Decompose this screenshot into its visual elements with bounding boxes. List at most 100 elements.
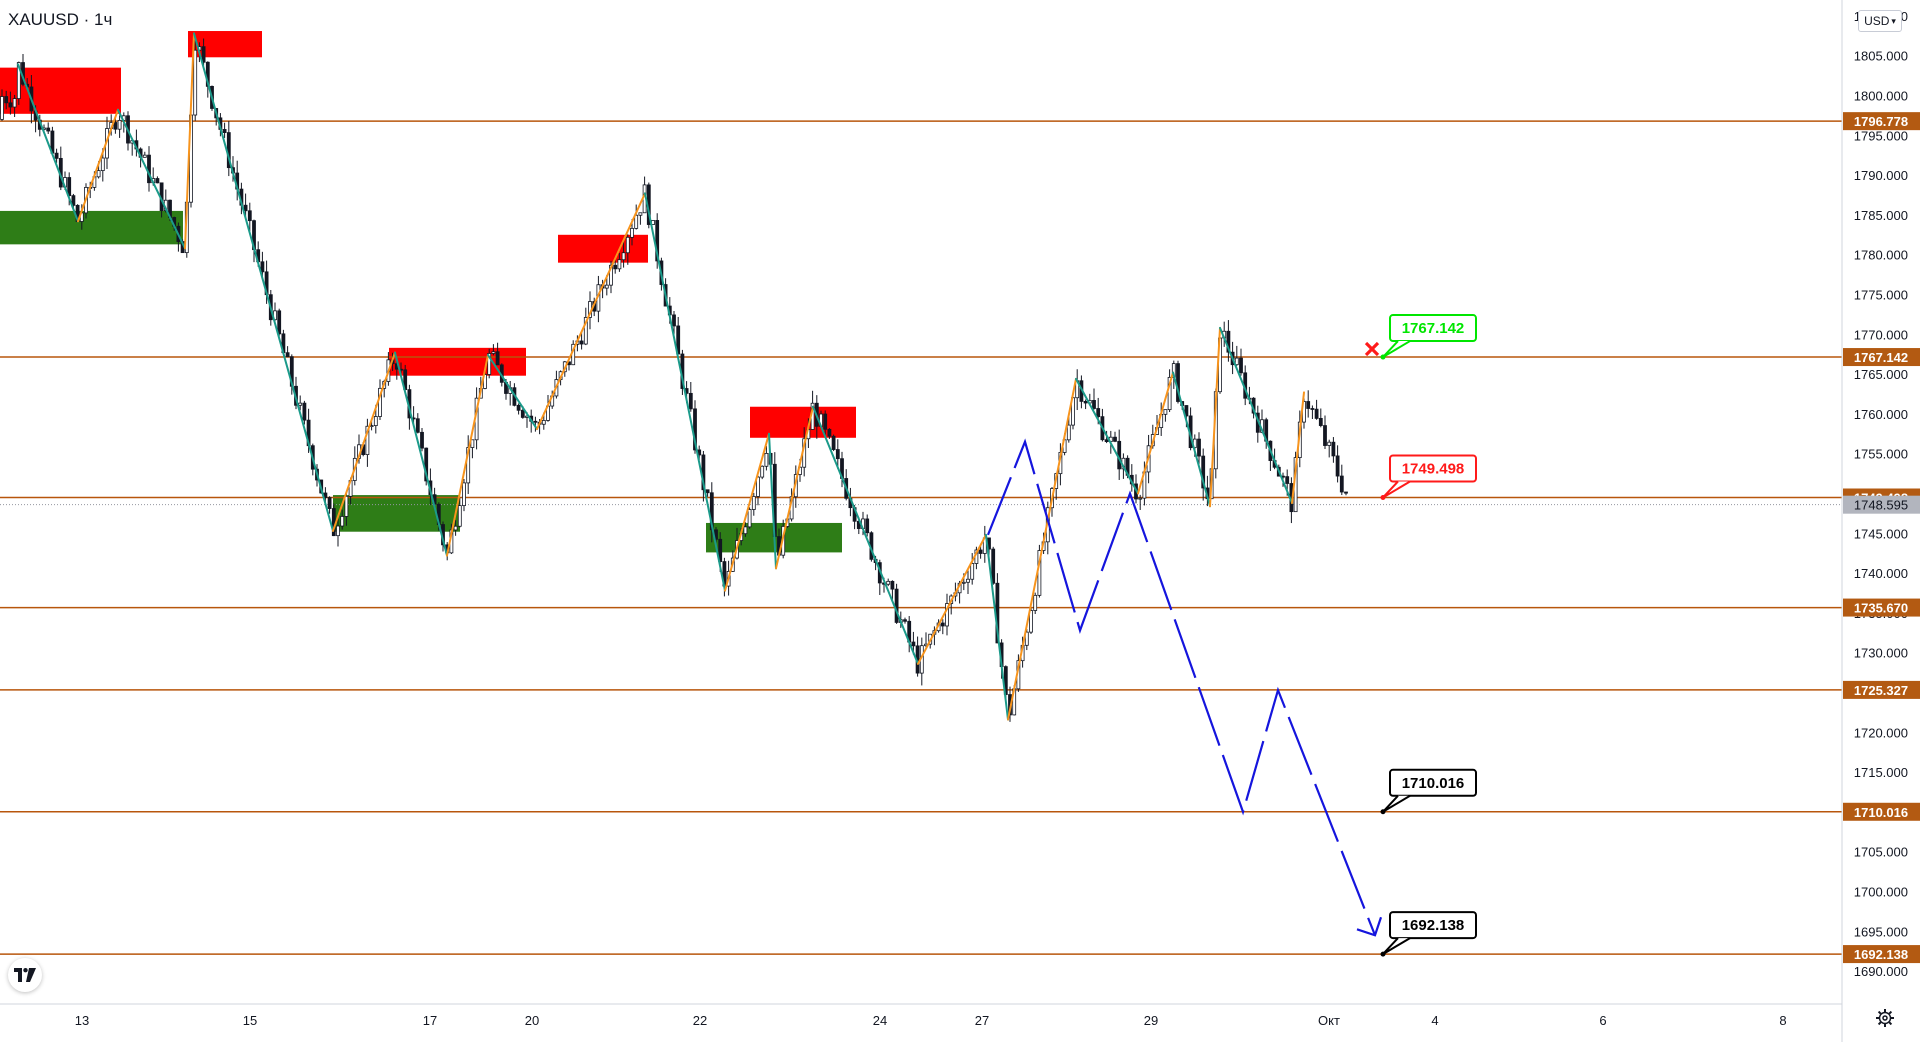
candle [970, 553, 975, 585]
candle [457, 497, 462, 528]
swing-up-line[interactable] [77, 108, 119, 223]
swing-down-line[interactable] [117, 108, 186, 250]
note-callout-black[interactable]: 1710.016 [1380, 768, 1477, 815]
candle [193, 40, 198, 121]
swing-up-line[interactable] [536, 192, 646, 431]
candle [4, 90, 9, 110]
svg-text:1748.595: 1748.595 [1854, 498, 1908, 513]
note-text: 1749.498 [1402, 460, 1465, 477]
candle [12, 94, 17, 117]
swing-up-line[interactable] [1007, 377, 1077, 721]
candle [1335, 445, 1340, 483]
candle [71, 193, 76, 209]
forecast-path[interactable] [986, 438, 1377, 936]
note-callout-red[interactable]: 1749.498 [1380, 454, 1477, 500]
swing-down-line[interactable] [394, 351, 448, 557]
price-tick-label: 1760.000 [1854, 407, 1908, 422]
svg-text:1725.327: 1725.327 [1854, 683, 1908, 698]
demand-zone[interactable] [0, 210, 183, 245]
candle [1083, 399, 1088, 410]
candle [1024, 628, 1029, 651]
candle [756, 475, 760, 506]
note-callout-black[interactable]: 1692.138 [1380, 911, 1477, 957]
candle [285, 346, 290, 358]
level-price-tag: 1767.142 [1843, 348, 1920, 367]
swing-up-line[interactable] [917, 533, 987, 665]
level-price-tag: 1692.138 [1843, 945, 1920, 964]
candle [1167, 369, 1172, 413]
swing-down-line[interactable] [768, 432, 777, 570]
swing-up-line[interactable] [1209, 326, 1221, 508]
candle [243, 193, 248, 218]
swing-down-line[interactable] [487, 353, 538, 431]
price-tick-label: 1745.000 [1854, 526, 1908, 541]
supply-zone[interactable] [558, 234, 648, 263]
candle [1138, 494, 1143, 510]
candle [1331, 437, 1336, 463]
swing-down-line[interactable] [17, 63, 79, 223]
swing-down-line[interactable] [644, 192, 726, 592]
candle [298, 395, 303, 411]
swing-up-line[interactable] [446, 353, 489, 557]
level-price-tag: 1735.670 [1843, 598, 1920, 617]
candle [1226, 320, 1231, 362]
candle [113, 118, 118, 134]
price-tick-label: 1705.000 [1854, 845, 1908, 860]
close-icon[interactable] [1364, 341, 1380, 357]
time-tick-label: 22 [693, 1013, 707, 1028]
swing-down-line[interactable] [1219, 326, 1293, 505]
swing-down-line[interactable] [1075, 377, 1139, 495]
supply-zone[interactable] [750, 406, 856, 438]
svg-text:1710.016: 1710.016 [1854, 805, 1908, 820]
candle [1163, 409, 1168, 422]
swing-up-line[interactable] [184, 32, 195, 250]
levels-layer [0, 120, 1842, 955]
swing-down-line[interactable] [193, 32, 334, 532]
candle [46, 122, 51, 134]
candle [1033, 592, 1038, 614]
candle [903, 617, 907, 624]
swing-down-line[interactable] [985, 533, 1009, 721]
candle [827, 428, 832, 439]
swing-up-line[interactable] [1137, 371, 1174, 495]
candle [613, 259, 618, 274]
currency-button[interactable]: USD ▾ [1858, 10, 1902, 32]
swing-up-line[interactable] [775, 405, 814, 570]
candle [890, 580, 895, 600]
note-text: 1692.138 [1402, 917, 1465, 934]
supply-zone[interactable] [389, 347, 526, 376]
symbol-label[interactable]: XAUUSD · 1ч [8, 10, 112, 30]
candle [487, 348, 492, 379]
price-tick-label: 1795.000 [1854, 128, 1908, 143]
swings-layer [17, 32, 1305, 721]
gear-icon [1876, 1009, 1894, 1027]
price-tick-label: 1770.000 [1854, 327, 1908, 342]
swing-down-line[interactable] [1172, 371, 1211, 508]
candle [945, 593, 949, 636]
candle [420, 427, 424, 452]
swing-up-line[interactable] [724, 432, 770, 592]
swing-up-line[interactable] [332, 351, 396, 532]
time-tick-label: 8 [1779, 1013, 1786, 1028]
candle [655, 213, 660, 269]
price-tick-label: 1715.000 [1854, 765, 1908, 780]
settings-gear-button[interactable] [1872, 1005, 1898, 1031]
candle [865, 514, 870, 537]
candle [222, 122, 227, 138]
candle [533, 416, 538, 432]
symbol-interval: 1ч [94, 10, 113, 29]
swing-down-line[interactable] [812, 405, 919, 665]
candle [823, 410, 828, 438]
candle [634, 204, 639, 230]
notes-layer: 1767.142 1749.498 1710.016 1692.138 [1364, 314, 1477, 957]
tradingview-logo-icon[interactable] [8, 958, 42, 992]
candle [638, 212, 643, 225]
note-text: 1767.142 [1402, 320, 1465, 337]
time-tick-label: 27 [975, 1013, 989, 1028]
candle [462, 479, 466, 512]
note-callout-green[interactable]: 1767.142 [1380, 314, 1477, 360]
swing-up-line[interactable] [1291, 391, 1305, 505]
demand-zone[interactable] [333, 495, 460, 532]
